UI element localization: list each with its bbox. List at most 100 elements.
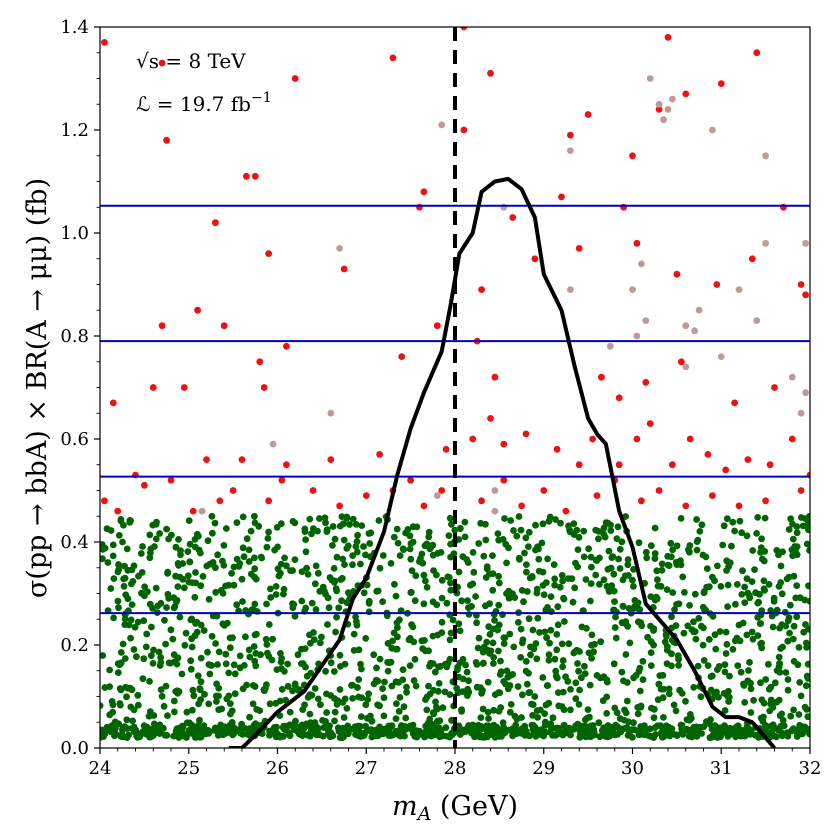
point-allowed (465, 688, 473, 696)
point-allowed (128, 566, 136, 574)
point-allowed (120, 575, 127, 583)
point-other (753, 317, 761, 324)
point-allowed (800, 628, 808, 636)
point-allowed (799, 522, 807, 530)
point-allowed (482, 574, 490, 581)
point-allowed (430, 710, 438, 718)
point-allowed (515, 513, 523, 520)
point-allowed (794, 730, 801, 738)
point-allowed (291, 612, 299, 620)
point-allowed (127, 616, 135, 624)
point-allowed (647, 593, 655, 600)
point-allowed (635, 539, 643, 547)
point-excluded (220, 322, 228, 330)
point-allowed (564, 678, 572, 685)
point-allowed (128, 601, 136, 608)
point-allowed (565, 522, 572, 530)
point-allowed (274, 565, 282, 573)
point-excluded (576, 8, 583, 15)
point-allowed (319, 583, 327, 591)
point-allowed (560, 721, 568, 729)
point-allowed (388, 722, 396, 730)
point-allowed (251, 683, 259, 690)
point-allowed (797, 692, 805, 700)
point-allowed (278, 685, 286, 693)
point-allowed (605, 588, 613, 595)
point-allowed (446, 691, 454, 698)
point-allowed (510, 527, 517, 534)
x-tick-label: 26 (266, 758, 289, 779)
point-allowed (459, 688, 466, 695)
point-allowed (726, 672, 733, 680)
point-allowed (686, 602, 693, 609)
point-allowed (438, 576, 446, 584)
x-tick-label: 27 (355, 758, 378, 779)
point-excluded (584, 111, 592, 118)
point-allowed (239, 685, 247, 693)
point-allowed (220, 728, 228, 736)
point-allowed (258, 554, 266, 562)
point-allowed (630, 566, 637, 573)
point-allowed (784, 617, 792, 625)
point-allowed (495, 621, 503, 629)
point-allowed (677, 561, 685, 569)
point-allowed (325, 604, 333, 612)
point-allowed (301, 645, 309, 652)
point-allowed (251, 657, 259, 665)
point-excluded (203, 456, 210, 463)
point-allowed (339, 555, 347, 563)
point-allowed (678, 690, 686, 697)
point-allowed (434, 687, 442, 695)
point-allowed (109, 541, 117, 549)
point-excluded (655, 106, 663, 113)
point-allowed (581, 670, 589, 677)
point-allowed (624, 556, 632, 563)
point-allowed (715, 663, 723, 670)
point-allowed (539, 520, 547, 528)
point-allowed (129, 717, 137, 725)
y-tick-label: 1.4 (60, 17, 89, 38)
point-allowed (793, 613, 801, 621)
point-allowed (119, 640, 127, 648)
point-allowed (171, 708, 178, 716)
point-allowed (333, 553, 341, 561)
point-allowed (702, 553, 710, 561)
point-allowed (175, 536, 182, 543)
point-excluded (731, 399, 738, 407)
point-allowed (358, 713, 365, 720)
point-other (762, 239, 769, 247)
point-excluded (562, 507, 570, 515)
point-allowed (467, 581, 474, 589)
point-allowed (250, 643, 258, 650)
point-allowed (475, 540, 483, 547)
point-allowed (380, 694, 388, 702)
point-allowed (230, 581, 238, 589)
point-allowed (534, 543, 541, 551)
point-allowed (465, 611, 473, 618)
point-allowed (714, 562, 721, 570)
point-allowed (324, 621, 331, 628)
point-allowed (547, 593, 555, 600)
point-allowed (698, 521, 706, 529)
point-allowed (525, 543, 532, 550)
point-allowed (686, 716, 694, 724)
point-allowed (379, 685, 386, 692)
point-allowed (393, 700, 400, 707)
point-allowed (419, 559, 427, 567)
point-allowed (802, 639, 810, 647)
point-excluded (163, 136, 171, 144)
point-allowed (658, 560, 666, 568)
point-allowed (408, 621, 415, 629)
point-allowed (489, 552, 496, 559)
point-other (327, 409, 335, 417)
point-allowed (753, 530, 760, 537)
point-allowed (647, 662, 655, 669)
point-allowed (119, 538, 126, 546)
point-allowed (525, 528, 533, 536)
point-other (735, 286, 743, 293)
point-allowed (438, 594, 446, 602)
point-allowed (806, 546, 810, 554)
point-excluded (167, 476, 175, 484)
point-allowed (686, 548, 693, 556)
point-other (788, 373, 796, 381)
